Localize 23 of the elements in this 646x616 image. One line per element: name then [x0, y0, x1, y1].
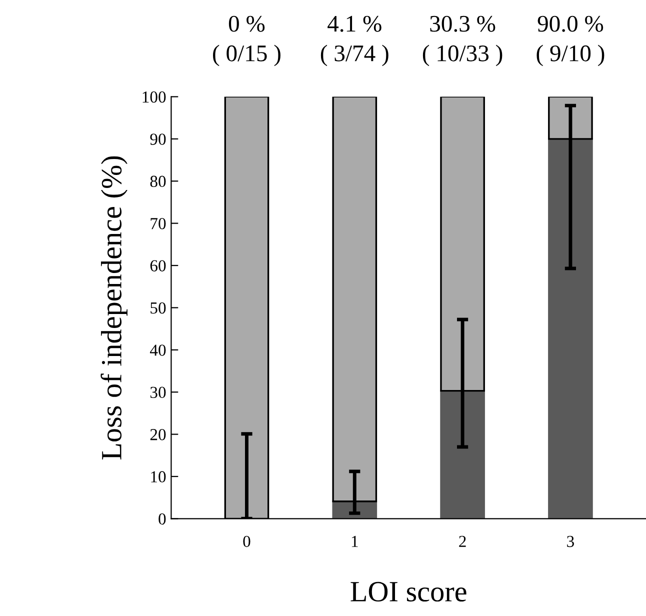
x-tick-label: 3 [567, 536, 574, 548]
bar [440, 390, 485, 519]
y-tick-label: 70 [150, 218, 166, 230]
x-tick-label: 1 [352, 536, 358, 547]
y-tick-label: 10 [151, 471, 166, 482]
y-tick-label: 90 [150, 134, 166, 145]
y-tick-label: 30 [150, 386, 166, 398]
data-label: 4.1 % ( 3/74 ) [320, 16, 388, 66]
y-tick-label: 40 [150, 344, 166, 356]
data-label: 0 % ( 0/15 ) [213, 16, 280, 66]
x-tick-label: 2 [459, 536, 466, 547]
x-axis-title: LOI score [350, 582, 466, 602]
data-label: 90.0 % ( 9/10 ) [536, 16, 604, 66]
y-tick-label: 100 [142, 91, 166, 103]
data-label: 30.3 % ( 10/33 ) [422, 16, 502, 66]
y-tick-label: 60 [150, 260, 166, 272]
y-tick-label: 0 [158, 513, 166, 525]
y-tick-label: 80 [150, 176, 166, 188]
y-tick-label: 50 [150, 302, 166, 314]
x-tick-label: 0 [243, 536, 250, 548]
y-tick-label: 20 [150, 428, 166, 440]
y-axis-title: Loss of independence (%) [100, 156, 128, 460]
bar [548, 138, 593, 519]
